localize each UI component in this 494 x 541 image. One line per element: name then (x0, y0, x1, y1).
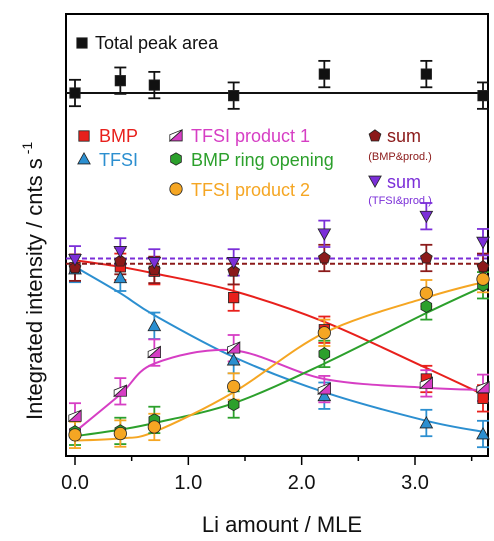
total-peak-area-point-0 (69, 87, 81, 99)
legend-label-tfsi-product-2: TFSI product 2 (191, 180, 310, 200)
tfsi-product-1-point-2-half (147, 346, 161, 359)
tfsi-point-5 (419, 415, 434, 429)
legend-label-sum-bmp-prod: sum (387, 126, 421, 146)
legend-marker-total-peak-area (76, 37, 88, 49)
bmp-point-3 (228, 291, 240, 304)
y-axis-label-superscript: -1 (19, 142, 35, 155)
tfsi-product-1-point-4-half (317, 382, 331, 395)
total-peak-area-point-1 (114, 75, 126, 87)
sum-tfsi-prod-point-5 (419, 210, 434, 224)
bmp-ring-opening-point-4 (318, 347, 331, 361)
tfsi-product-1-point-0-half (68, 409, 82, 423)
sum-bmp-prod-point-6 (476, 260, 490, 273)
tfsi-product-2-point-5 (419, 286, 433, 300)
tfsi-product-2-point-4 (317, 326, 331, 340)
tfsi-product-1-point-3-half (227, 341, 241, 355)
tfsi-product-1-point-6-half (476, 381, 490, 394)
legend-label-bmp-ring-opening: BMP ring opening (191, 150, 334, 170)
legend-marker-tfsi-product-2 (169, 182, 183, 196)
sum-bmp-prod-point-4 (317, 251, 331, 264)
total-peak-area-point-5 (420, 68, 432, 80)
tfsi-point-1 (113, 270, 128, 284)
legend-marker-sum-tfsi-prod (368, 175, 382, 189)
total-peak-area-point-4 (318, 68, 330, 80)
tfsi-point-2 (147, 318, 162, 332)
legend-marker-bmp-ring-opening (170, 152, 182, 166)
sum-tfsi-prod-point-6 (476, 236, 490, 250)
tfsi-product-1-point-1-half (113, 384, 127, 398)
legend-label-tfsi: TFSI (99, 150, 138, 170)
bmp-point-6 (477, 392, 489, 404)
x-tick-label-2: 2.0 (288, 472, 316, 494)
sum-tfsi-prod-point-3 (226, 257, 241, 270)
data-markers (67, 68, 490, 442)
tfsi-product-2-point-3 (227, 379, 241, 394)
sum-bmp-prod-point-0 (68, 260, 82, 274)
legend-label-tfsi-product-1: TFSI product 1 (191, 126, 310, 146)
legend-sublabel-sum-bmp-prod: (BMP&prod.) (368, 151, 432, 163)
tfsi-product-2-point-1 (113, 426, 127, 441)
sum-tfsi-prod-point-1 (113, 246, 128, 259)
sum-tfsi-prod-point-2 (147, 257, 162, 270)
plot-frame (65, 13, 489, 457)
tfsi-product-2-point-0 (68, 428, 82, 442)
total-peak-area-point-2 (148, 79, 160, 91)
sum-tfsi-prod-point-0 (68, 253, 82, 267)
y-axis-label-text: Integrated intensity / cnts s (22, 158, 47, 420)
y-axis-label: Integrated intensity / cnts s -1 (19, 142, 47, 420)
x-axis: 0.0 1.0 2.0 3.0 (61, 456, 473, 494)
legend-label-bmp: BMP (99, 126, 138, 146)
tfsi-product-2-point-2 (147, 420, 161, 434)
sum-bmp-prod-point-5 (419, 251, 433, 264)
sum-tfsi-prod-point-4 (317, 228, 332, 241)
tfsi-point-4 (317, 388, 332, 402)
x-axis-label: Li amount / MLE (202, 512, 362, 537)
tfsi-point-6 (476, 426, 490, 440)
x-tick-label-1: 1.0 (174, 472, 202, 494)
legend-label-total-peak-area: Total peak area (95, 33, 219, 53)
legend-label-sum-tfsi-prod: sum (387, 172, 421, 192)
bmp-ring-opening-point-3 (227, 397, 240, 412)
total-peak-area-point-3 (228, 90, 240, 102)
total-peak-area-point-6 (477, 90, 489, 102)
legend: Total peak area BMP TFSI BMP ring opening TF… (76, 33, 432, 207)
legend-marker-bmp (78, 130, 90, 142)
x-tick-label-0: 0.0 (61, 472, 89, 494)
legend-marker-tfsi-product-1-half (169, 129, 183, 142)
x-tick-label-3: 3.0 (401, 472, 429, 494)
tfsi-point-3 (226, 353, 241, 366)
legend-marker-tfsi (77, 151, 91, 165)
legend-marker-sum-bmp-prod (368, 129, 382, 142)
tfsi-product-1-point-5-half (419, 376, 433, 390)
tfsi-product-2-point-6 (476, 272, 490, 286)
sum-bmp-prod-point-1 (113, 254, 127, 267)
bmp-ring-opening-point-5 (420, 299, 433, 314)
legend-sublabel-sum-tfsi-prod: (TFSI&prod.) (368, 195, 432, 207)
sum-bmp-prod-point-3 (227, 264, 241, 277)
